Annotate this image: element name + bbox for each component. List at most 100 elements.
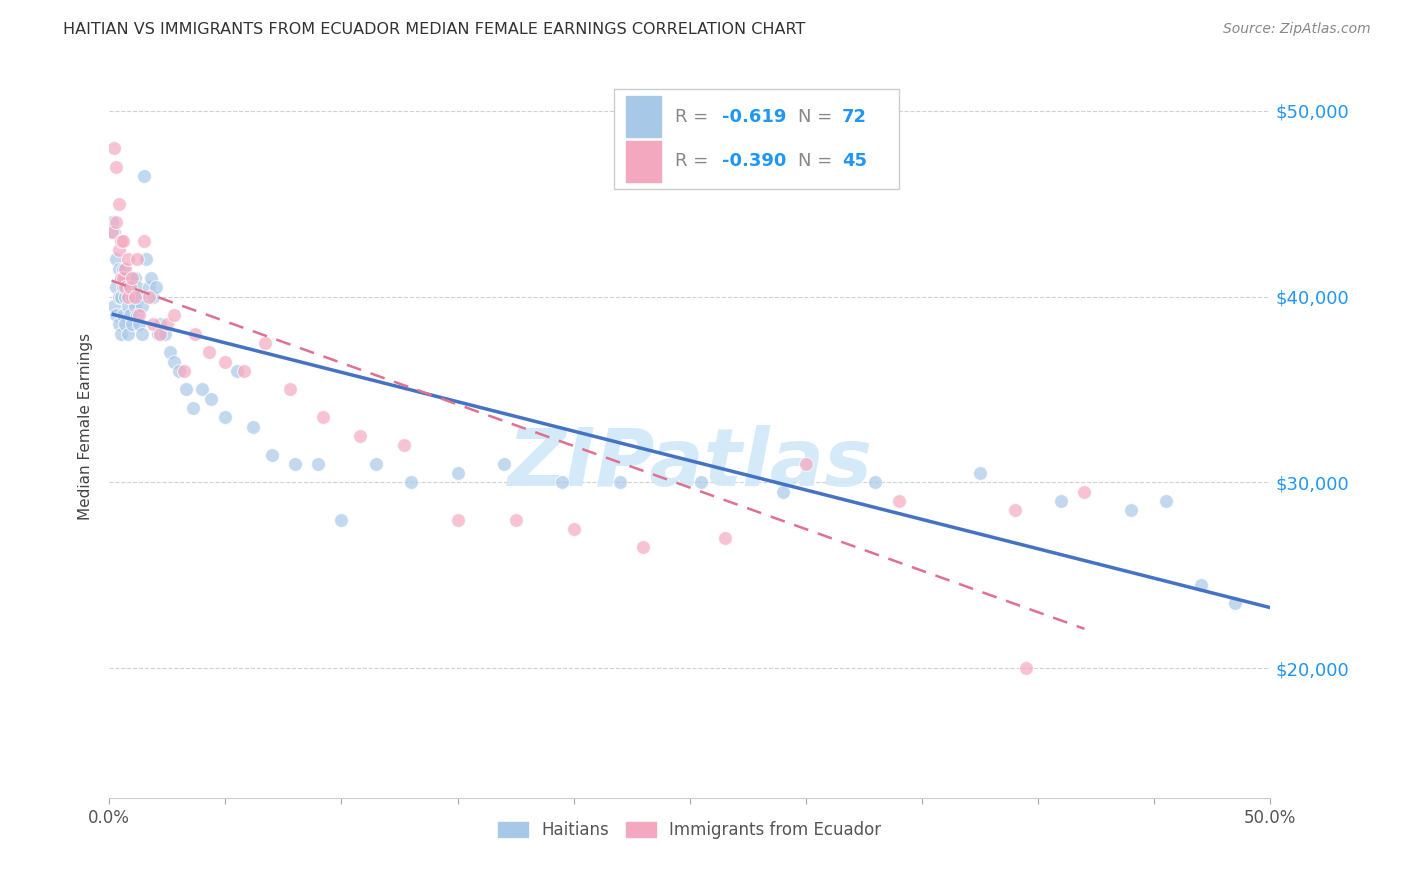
Point xyxy=(173,364,195,378)
Point xyxy=(107,243,129,257)
Point xyxy=(121,318,143,332)
Point xyxy=(312,410,335,425)
Point xyxy=(551,475,574,490)
Point xyxy=(127,308,149,322)
Point xyxy=(103,225,125,239)
Point xyxy=(260,448,283,462)
Point xyxy=(112,308,135,322)
Point xyxy=(132,169,155,183)
Point xyxy=(149,318,172,332)
Point xyxy=(112,234,135,248)
Point xyxy=(330,512,353,526)
Point xyxy=(117,326,139,341)
Point xyxy=(349,429,371,443)
Text: ZIPatlas: ZIPatlas xyxy=(508,425,872,503)
Point xyxy=(969,466,991,480)
Point xyxy=(100,225,122,239)
Point xyxy=(135,252,157,267)
Text: N =: N = xyxy=(797,108,838,126)
Point xyxy=(1225,596,1247,610)
Point xyxy=(138,290,160,304)
Point xyxy=(127,252,149,267)
Point xyxy=(609,475,631,490)
Point xyxy=(163,308,186,322)
Point xyxy=(132,234,155,248)
Point xyxy=(200,392,222,406)
Point xyxy=(128,290,150,304)
Point xyxy=(105,252,128,267)
Point xyxy=(492,457,515,471)
Point xyxy=(117,299,139,313)
Point xyxy=(138,280,160,294)
Point xyxy=(562,522,585,536)
Point xyxy=(124,299,146,313)
Point xyxy=(112,261,135,276)
Text: R =: R = xyxy=(675,108,714,126)
Point xyxy=(366,457,388,471)
Text: N =: N = xyxy=(797,153,838,170)
Point xyxy=(145,280,167,294)
Point xyxy=(131,299,153,313)
Point xyxy=(124,271,146,285)
FancyBboxPatch shape xyxy=(614,88,898,189)
Text: Source: ZipAtlas.com: Source: ZipAtlas.com xyxy=(1223,22,1371,37)
Point xyxy=(105,215,128,229)
Point xyxy=(772,484,794,499)
Text: -0.619: -0.619 xyxy=(723,108,786,126)
Point xyxy=(713,531,735,545)
Point xyxy=(232,364,254,378)
Point xyxy=(114,280,136,294)
Point xyxy=(110,271,132,285)
Point xyxy=(163,354,186,368)
Point xyxy=(1004,503,1026,517)
Point xyxy=(184,326,207,341)
Point xyxy=(307,457,329,471)
Point xyxy=(226,364,249,378)
Point xyxy=(121,271,143,285)
Point xyxy=(103,299,125,313)
Point xyxy=(191,383,214,397)
Point xyxy=(284,457,307,471)
Point xyxy=(242,419,264,434)
Point xyxy=(142,290,165,304)
Point xyxy=(128,308,150,322)
Point xyxy=(887,494,910,508)
Point xyxy=(1050,494,1073,508)
Point xyxy=(107,290,129,304)
Point xyxy=(1073,484,1095,499)
Point xyxy=(117,252,139,267)
Point xyxy=(214,354,236,368)
Point xyxy=(103,141,125,155)
Point xyxy=(1119,503,1142,517)
Point xyxy=(505,512,527,526)
Point xyxy=(128,318,150,332)
Point xyxy=(142,318,165,332)
Point xyxy=(181,401,204,415)
Point xyxy=(127,280,149,294)
Point xyxy=(120,308,142,322)
Point xyxy=(107,196,129,211)
Point xyxy=(112,280,135,294)
Point xyxy=(392,438,415,452)
Point xyxy=(156,318,179,332)
Y-axis label: Median Female Earnings: Median Female Earnings xyxy=(79,333,93,520)
Point xyxy=(149,326,172,341)
Point xyxy=(167,364,190,378)
Legend: Haitians, Immigrants from Ecuador: Haitians, Immigrants from Ecuador xyxy=(492,814,889,846)
Point xyxy=(280,383,302,397)
Text: 72: 72 xyxy=(842,108,868,126)
Point xyxy=(446,512,468,526)
Point xyxy=(1154,494,1177,508)
Point xyxy=(120,280,142,294)
Bar xyxy=(626,141,661,182)
Point xyxy=(110,234,132,248)
Point xyxy=(105,160,128,174)
Point xyxy=(399,475,422,490)
Point xyxy=(1015,661,1038,675)
Point xyxy=(114,290,136,304)
Point xyxy=(110,326,132,341)
Point xyxy=(446,466,468,480)
Point xyxy=(110,271,132,285)
Point xyxy=(105,280,128,294)
Point xyxy=(120,280,142,294)
